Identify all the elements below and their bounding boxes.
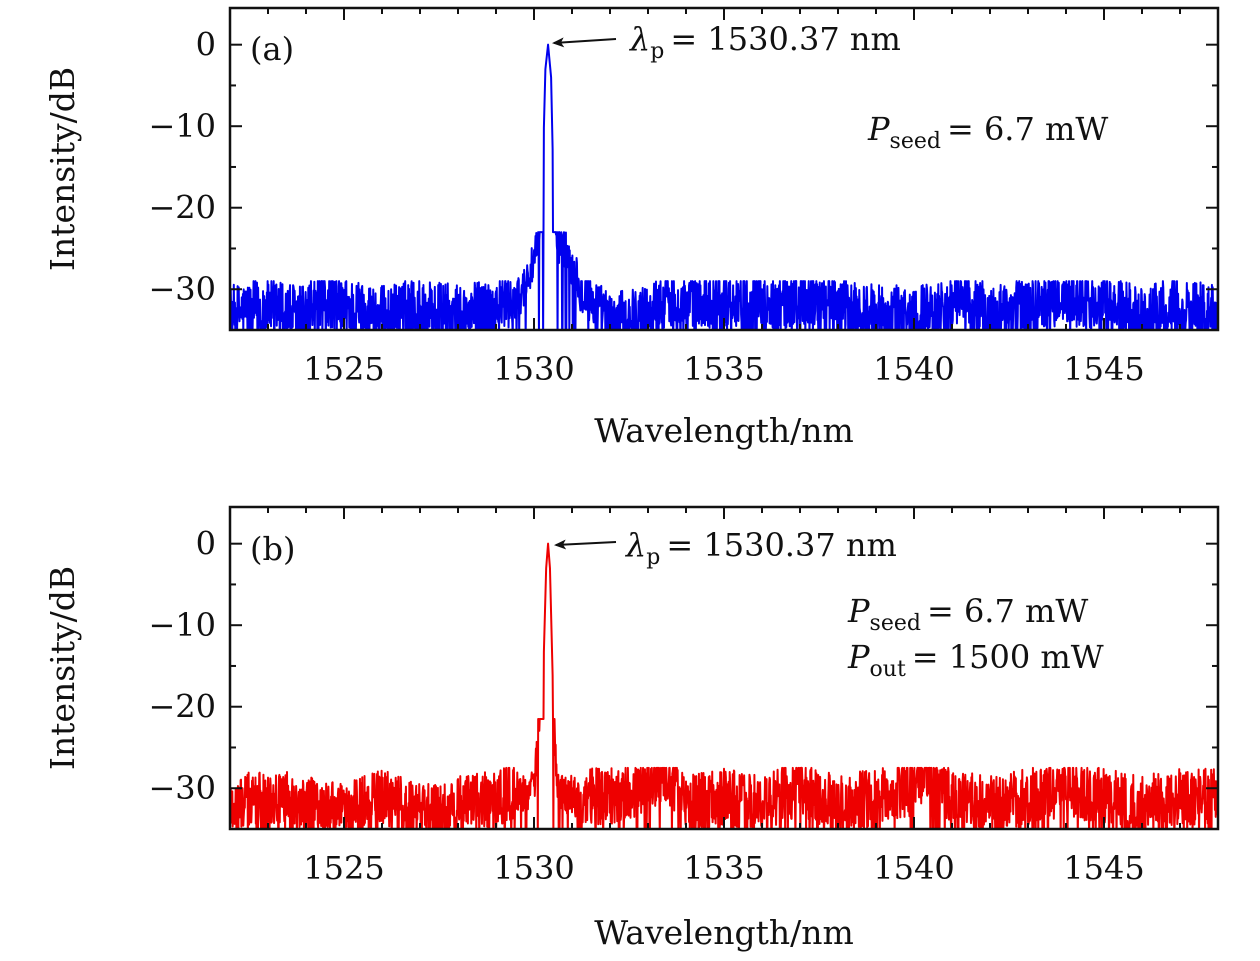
x-axis-label: Wavelength/nm [594, 913, 854, 952]
x-tick-label: 1540 [873, 350, 954, 388]
y-tick-label: −10 [148, 107, 216, 145]
y-tick-label: −10 [148, 606, 216, 644]
power-annotation-seed: Pseed = 6.7 mW [847, 592, 1088, 636]
panel-a: 1525 1530 1535 1540 1545 0 −10 −20 −30 Wavelength… [43, 6, 1220, 450]
y-tick-label: −20 [148, 688, 216, 726]
x-tick-label: 1535 [683, 849, 764, 887]
peak-wavelength-annotation: λp = 1530.37 nm [628, 20, 901, 64]
x-tick-label: 1540 [873, 849, 954, 887]
spectrum-line [230, 43, 1218, 330]
y-tick-label: −30 [148, 270, 216, 308]
panel-label: (b) [250, 530, 295, 568]
y-tick-label: −20 [148, 189, 216, 227]
y-tick-label: −30 [148, 769, 216, 807]
peak-arrow [552, 37, 617, 48]
y-tick-label: 0 [196, 525, 216, 563]
x-tick-label: 1545 [1063, 849, 1144, 887]
spectrum-line [230, 542, 1218, 829]
y-tick-label: 0 [196, 26, 216, 64]
peak-arrow [554, 539, 617, 550]
power-annotation-out: Pout = 1500 mW [847, 638, 1104, 682]
x-tick-label: 1525 [303, 849, 384, 887]
y-axis-label: Intensity/dB [43, 566, 82, 770]
x-axis-label: Wavelength/nm [594, 411, 854, 450]
panel-label: (a) [250, 30, 294, 68]
x-tick-label: 1530 [493, 350, 574, 388]
y-axis-label: Intensity/dB [43, 67, 82, 271]
panel-b: 1525 1530 1535 1540 1545 0 −10 −20 −30 Wavelength… [43, 505, 1220, 952]
x-tick-label: 1530 [493, 849, 574, 887]
x-tick-label: 1545 [1063, 350, 1144, 388]
peak-wavelength-annotation: λp = 1530.37 nm [624, 526, 897, 570]
power-annotation-seed: Pseed = 6.7 mW [867, 110, 1108, 154]
x-tick-label: 1525 [303, 350, 384, 388]
x-tick-label: 1535 [683, 350, 764, 388]
